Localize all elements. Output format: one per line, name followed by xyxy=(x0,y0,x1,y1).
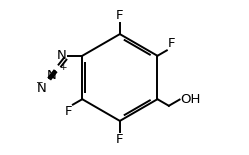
Text: F: F xyxy=(168,37,175,50)
Text: OH: OH xyxy=(180,93,201,106)
Text: N: N xyxy=(47,69,57,82)
Text: +: + xyxy=(59,63,66,72)
Text: F: F xyxy=(116,133,124,146)
Text: F: F xyxy=(64,105,72,118)
Text: F: F xyxy=(116,9,124,22)
Text: −: − xyxy=(35,77,43,86)
Text: N: N xyxy=(37,82,47,95)
Text: N: N xyxy=(57,49,66,62)
